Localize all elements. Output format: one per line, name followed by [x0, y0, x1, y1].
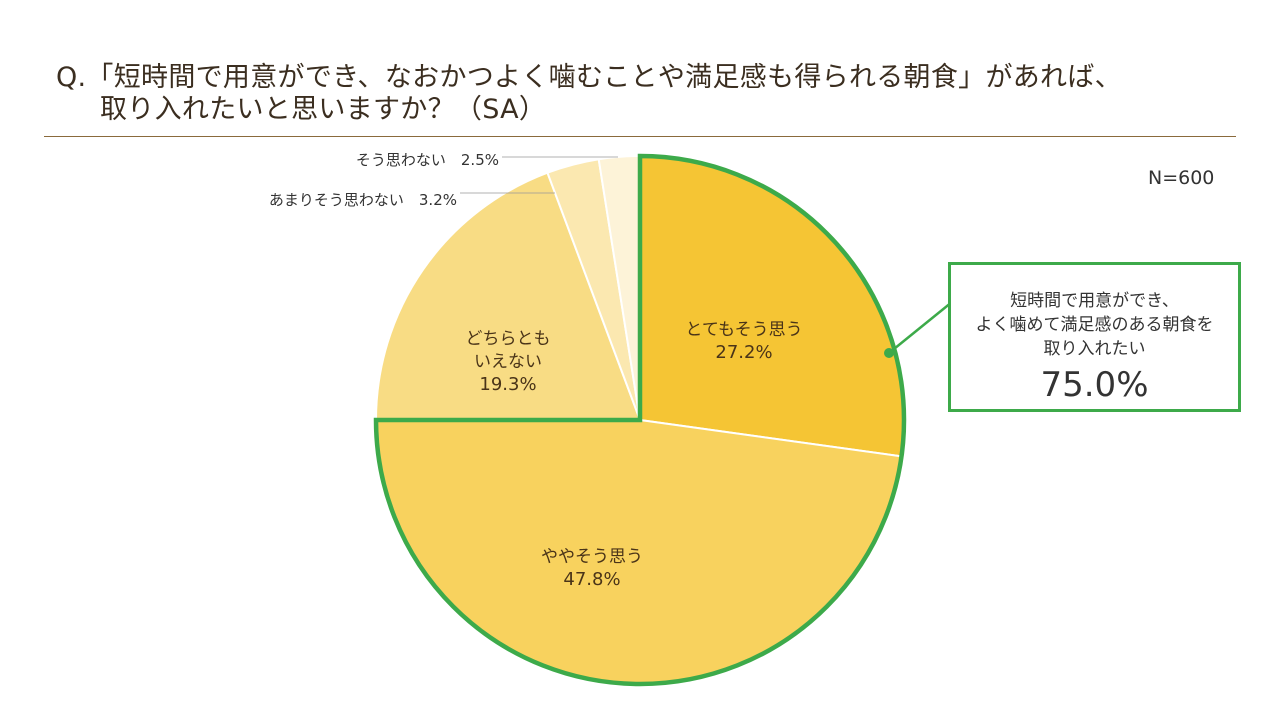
question-line-2: 取り入れたいと思いますか？（SA） [100, 94, 547, 125]
slice-label-0: とてもそう思う 27.2% [685, 320, 802, 363]
callout-connector [888, 301, 953, 354]
pie-slice-2 [374, 171, 642, 421]
callout-line-2: よく噛めて満足感のある朝食を [975, 315, 1214, 335]
slice-label-2: どちらともいえない 19.3% [466, 329, 551, 395]
highlight-outline [373, 153, 907, 687]
summary-callout: 短時間で用意ができ、 よく噛めて満足感のある朝食を 取り入れたい 75.0% [948, 262, 1241, 412]
callout-connector-dot [884, 348, 894, 358]
title-divider [44, 136, 1236, 137]
slice-label-1: ややそう思う 47.8% [541, 547, 643, 590]
question-title: Q.「短時間で用意ができ、なおかつよく噛むことや満足感も得られる朝食」があれば、… [56, 62, 1236, 126]
callout-line-1: 短時間で用意ができ、 [1010, 291, 1179, 311]
callout-line-3: 取り入れたい [1043, 339, 1146, 359]
pie-slice-0 [639, 154, 905, 458]
callout-value: 75.0% [1040, 365, 1149, 405]
slice-label-4: そう思わない 2.5% [356, 151, 499, 169]
sample-size: N=600 [1148, 167, 1215, 189]
question-line-1: Q.「短時間で用意ができ、なおかつよく噛むことや満足感も得られる朝食」があれば、 [56, 62, 1122, 93]
slice-label-3: あまりそう思わない 3.2% [269, 191, 457, 209]
